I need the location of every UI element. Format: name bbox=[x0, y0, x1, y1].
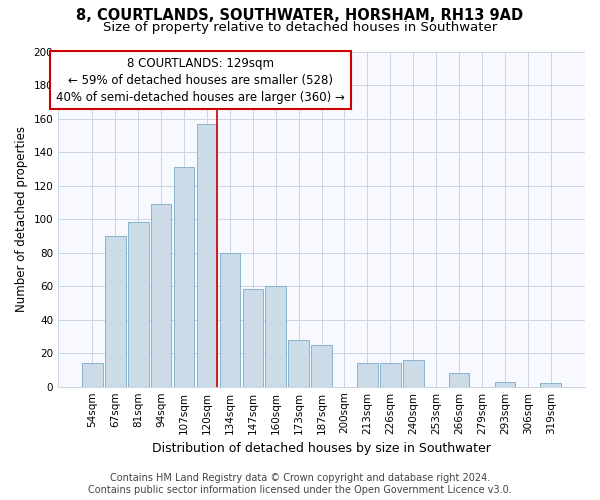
Bar bbox=[151, 204, 172, 386]
Y-axis label: Number of detached properties: Number of detached properties bbox=[15, 126, 28, 312]
Text: 8, COURTLANDS, SOUTHWATER, HORSHAM, RH13 9AD: 8, COURTLANDS, SOUTHWATER, HORSHAM, RH13… bbox=[76, 8, 524, 22]
Bar bbox=[541, 384, 561, 386]
Bar bbox=[242, 290, 263, 386]
Bar bbox=[494, 382, 515, 386]
Bar bbox=[403, 360, 424, 386]
Text: Contains HM Land Registry data © Crown copyright and database right 2024.
Contai: Contains HM Land Registry data © Crown c… bbox=[88, 474, 512, 495]
X-axis label: Distribution of detached houses by size in Southwater: Distribution of detached houses by size … bbox=[152, 442, 491, 455]
Bar bbox=[449, 374, 469, 386]
Bar bbox=[265, 286, 286, 386]
Text: Size of property relative to detached houses in Southwater: Size of property relative to detached ho… bbox=[103, 21, 497, 34]
Bar bbox=[380, 363, 401, 386]
Bar bbox=[128, 222, 149, 386]
Bar bbox=[357, 363, 378, 386]
Bar bbox=[105, 236, 125, 386]
Bar bbox=[289, 340, 309, 386]
Bar bbox=[174, 167, 194, 386]
Bar bbox=[311, 345, 332, 387]
Bar bbox=[197, 124, 217, 386]
Bar bbox=[82, 363, 103, 386]
Bar bbox=[220, 252, 240, 386]
Text: 8 COURTLANDS: 129sqm
← 59% of detached houses are smaller (528)
40% of semi-deta: 8 COURTLANDS: 129sqm ← 59% of detached h… bbox=[56, 56, 345, 104]
